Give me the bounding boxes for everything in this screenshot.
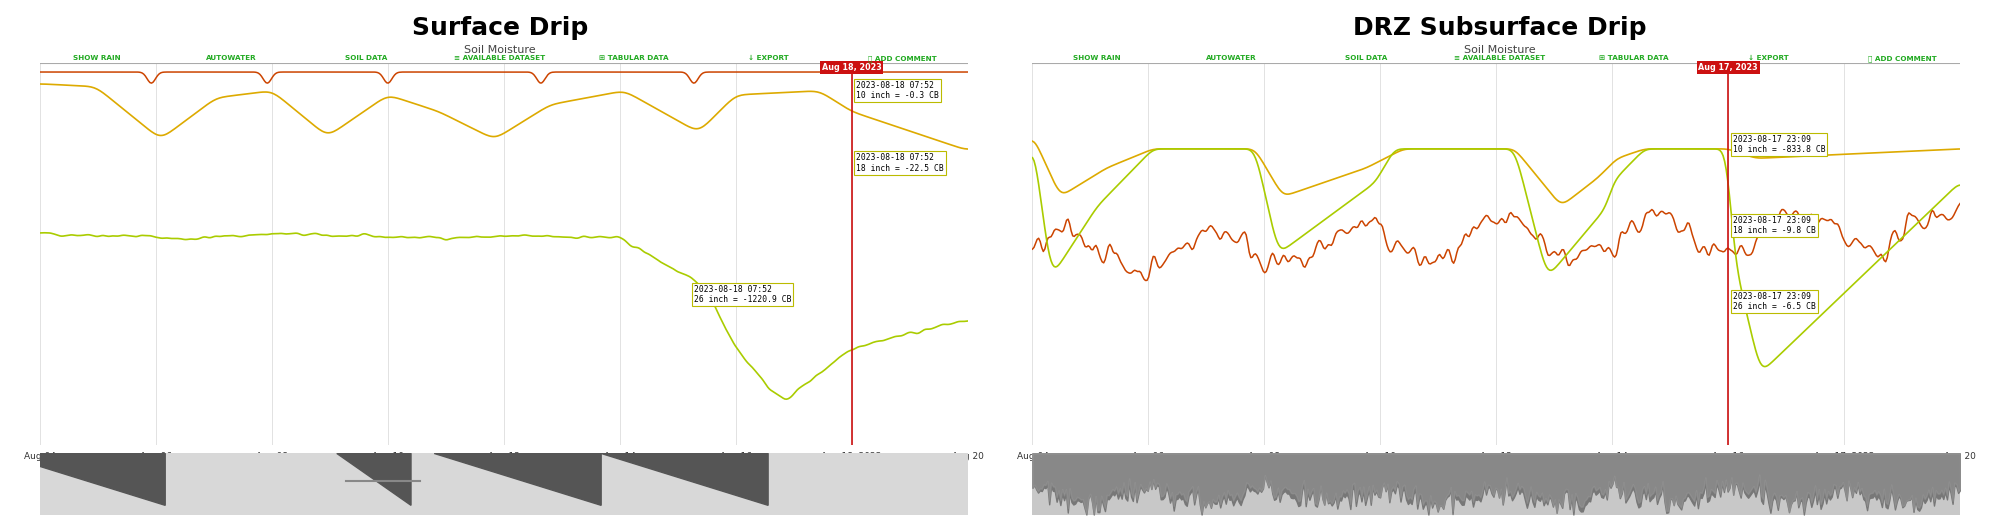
Text: ↓ EXPORT: ↓ EXPORT [1748,55,1788,61]
Text: Aug 17, 2023: Aug 17, 2023 [1698,63,1758,72]
Text: Soil Moisture: Soil Moisture [1464,45,1536,55]
Text: 💬 ADD COMMENT: 💬 ADD COMMENT [1868,55,1938,62]
Text: ≡ AVAILABLE DATASET: ≡ AVAILABLE DATASET [1454,55,1546,61]
Text: ⊞ TABULAR DATA: ⊞ TABULAR DATA [600,55,670,61]
Text: 2023-08-18 07:52
26 inch = -1220.9 CB: 2023-08-18 07:52 26 inch = -1220.9 CB [694,285,792,304]
Text: ↓ EXPORT: ↓ EXPORT [748,55,788,61]
Text: Aug 18, 2023: Aug 18, 2023 [822,63,882,72]
Text: 2023-08-17 23:09
10 inch = -833.8 CB: 2023-08-17 23:09 10 inch = -833.8 CB [1732,134,1826,154]
Text: SOIL DATA: SOIL DATA [1344,55,1386,61]
Polygon shape [0,454,166,506]
Text: DRZ Subsurface Drip: DRZ Subsurface Drip [1354,16,1646,40]
Text: Surface Drip: Surface Drip [412,16,588,40]
Polygon shape [602,454,768,506]
Text: 2023-08-17 23:09
26 inch = -6.5 CB: 2023-08-17 23:09 26 inch = -6.5 CB [1732,292,1816,311]
Text: 2023-08-17 23:09
18 inch = -9.8 CB: 2023-08-17 23:09 18 inch = -9.8 CB [1732,216,1816,235]
Text: ≡ AVAILABLE DATASET: ≡ AVAILABLE DATASET [454,55,546,61]
Text: AUTOWATER: AUTOWATER [1206,55,1256,61]
Polygon shape [336,454,412,506]
Polygon shape [434,454,602,506]
Text: SHOW RAIN: SHOW RAIN [1074,55,1120,61]
Text: ⊞ TABULAR DATA: ⊞ TABULAR DATA [1600,55,1670,61]
Text: SOIL DATA: SOIL DATA [344,55,386,61]
Text: 💬 ADD COMMENT: 💬 ADD COMMENT [868,55,938,62]
Text: AUTOWATER: AUTOWATER [206,55,256,61]
Text: 2023-08-18 07:52
10 inch = -0.3 CB: 2023-08-18 07:52 10 inch = -0.3 CB [856,81,940,100]
Text: SHOW RAIN: SHOW RAIN [74,55,120,61]
Text: 2023-08-18 07:52
18 inch = -22.5 CB: 2023-08-18 07:52 18 inch = -22.5 CB [856,153,944,173]
Text: Soil Moisture: Soil Moisture [464,45,536,55]
